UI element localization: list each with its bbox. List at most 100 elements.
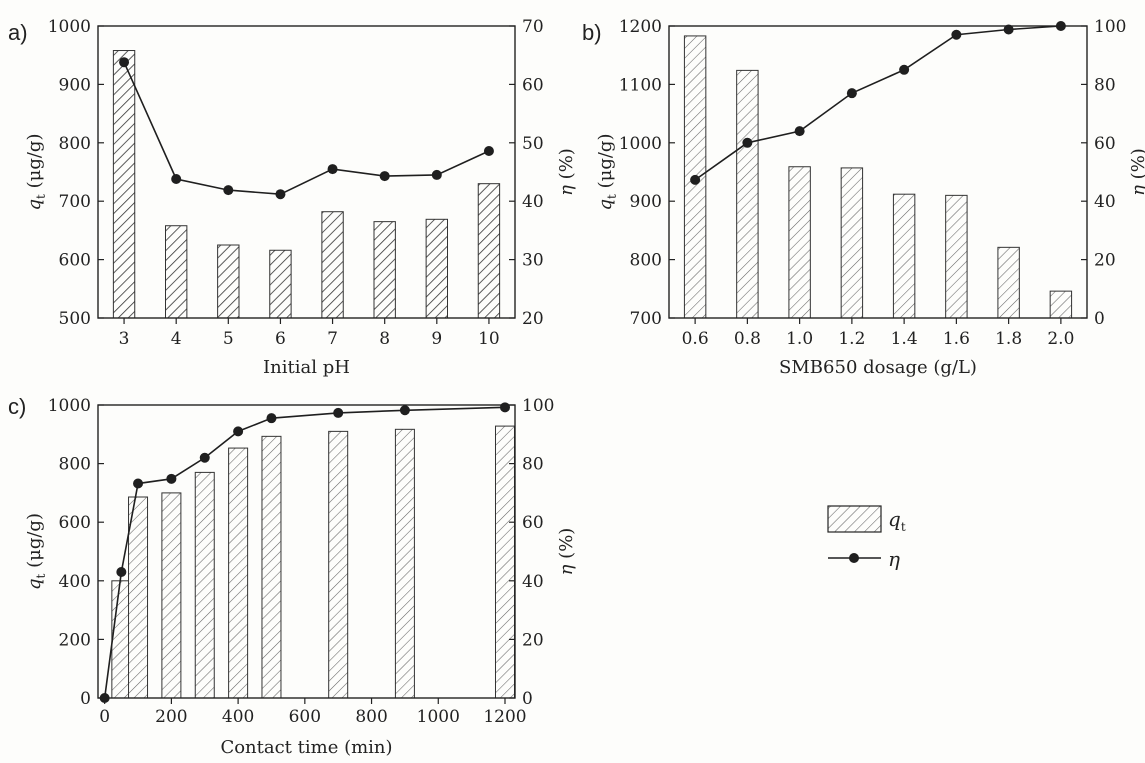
bar-q — [736, 69, 759, 319]
x-tick-label: 0 — [99, 707, 110, 727]
x-tick-label: 0.6 — [682, 329, 709, 349]
x-tick-label: 1.0 — [786, 329, 813, 349]
eta-line — [103, 406, 506, 699]
chart-panel-b: 700 800 900 1000 1100 1200 0 20 40 60 80 100 0.6 0.8 1… — [582, 17, 1145, 378]
plot-frame — [97, 25, 516, 319]
x-tick-label: 6 — [275, 329, 286, 349]
chart-panel-a: 500 600 700 800 900 1000 20 30 40 50 60 70 3 4 5 6 7 8 9 10… — [8, 17, 577, 378]
eta-point — [116, 567, 127, 578]
x-tick-label: 2.0 — [1047, 329, 1074, 349]
y-right-tick-label: 40 — [522, 572, 544, 592]
eta-point — [266, 413, 277, 424]
y-left-tick-label: 900 — [59, 75, 91, 95]
legend-bar-label: qt — [888, 507, 906, 534]
bar-q — [111, 580, 132, 699]
bar-q — [997, 246, 1020, 319]
y-right-axis-label: η (%) — [556, 528, 577, 576]
eta-point — [99, 693, 110, 703]
eta-line — [694, 25, 1061, 181]
y-right-tick-label: 80 — [522, 455, 544, 475]
eta-point — [431, 169, 442, 180]
y-left-tick-label: 700 — [59, 192, 91, 212]
y-right-tick-label: 30 — [522, 251, 544, 271]
y-right-tick-label: 100 — [1094, 17, 1126, 37]
eta-point — [327, 164, 338, 175]
bar-q — [394, 428, 415, 699]
y-left-label-unit: (μg/g) — [24, 513, 45, 574]
x-tick-label: 9 — [431, 329, 442, 349]
x-tick-label: 5 — [223, 329, 234, 349]
eta-point — [223, 185, 234, 196]
x-axis-label: Initial pH — [263, 357, 350, 378]
y-left-tick-label: 600 — [59, 251, 91, 271]
y-right-label-unit: (%) — [1128, 148, 1145, 185]
y-right-tick-label: 60 — [522, 75, 544, 95]
y-left-label-symbol: q — [595, 199, 616, 211]
bar-q — [165, 225, 188, 319]
bar-q — [328, 430, 349, 699]
y-right-tick-label: 20 — [522, 630, 544, 650]
legend: qt η — [827, 505, 906, 571]
x-tick-label: 1200 — [483, 707, 526, 727]
y-left-tick-label: 800 — [59, 455, 91, 475]
x-tick-label: 200 — [155, 707, 187, 727]
y-left-tick-label: 1000 — [48, 396, 91, 416]
y-right-label-symbol: η — [1128, 185, 1145, 196]
bar-q — [840, 167, 864, 319]
bar-q — [945, 194, 968, 319]
bar-q — [128, 496, 149, 699]
bar-q — [321, 211, 344, 319]
eta-point — [379, 171, 390, 182]
y-left-tick-label: 1100 — [619, 75, 662, 95]
bar-q — [269, 249, 292, 319]
eta-point — [199, 452, 210, 463]
y-left-tick-label: 900 — [630, 192, 662, 212]
y-right-tick-label: 40 — [522, 192, 544, 212]
x-tick-label: 800 — [355, 707, 387, 727]
y-right-tick-label: 70 — [522, 17, 544, 37]
bar-q — [788, 166, 811, 319]
x-tick-label: 7 — [327, 329, 338, 349]
y-right-label-symbol: η — [556, 185, 577, 196]
eta-point — [846, 88, 857, 99]
x-tick-label: 1.2 — [838, 329, 865, 349]
y-left-label-symbol: q — [24, 578, 45, 590]
eta-point — [166, 473, 177, 484]
y-left-tick-label: 800 — [630, 251, 662, 271]
y-left-axis-label: qt (μg/g) — [595, 134, 619, 211]
y-right-tick-label: 50 — [522, 134, 544, 154]
eta-point — [499, 402, 510, 413]
panel-label: a) — [8, 20, 28, 45]
panel-label: b) — [582, 20, 602, 45]
y-right-tick-label: 100 — [522, 396, 554, 416]
eta-point — [1055, 21, 1066, 31]
y-left-label-symbol: q — [24, 199, 45, 211]
bar-q — [373, 221, 396, 319]
eta-point — [483, 145, 494, 156]
bar-q — [194, 471, 215, 699]
eta-point — [899, 64, 910, 75]
bar-q — [477, 183, 501, 319]
eta-point — [742, 137, 753, 148]
y-right-tick-label: 20 — [1094, 251, 1116, 271]
y-left-tick-label: 400 — [59, 572, 91, 592]
y-left-tick-label: 700 — [630, 309, 662, 329]
y-right-tick-label: 60 — [1094, 134, 1116, 154]
eta-point — [1003, 24, 1014, 35]
legend-line-label: η — [888, 547, 900, 571]
x-axis-label: SMB650 dosage (g/L) — [779, 357, 977, 378]
bar-q — [425, 218, 448, 319]
eta-point — [233, 426, 244, 437]
bar-q — [1049, 290, 1073, 319]
y-left-tick-label: 0 — [80, 689, 91, 709]
x-tick-label: 1.6 — [943, 329, 970, 349]
y-left-tick-label: 800 — [59, 134, 91, 154]
y-left-axis-label: qt (μg/g) — [24, 513, 48, 590]
bar-q — [217, 244, 240, 319]
y-left-tick-label: 1000 — [619, 134, 662, 154]
y-left-label-sub: t — [605, 194, 619, 199]
y-right-label-unit: (%) — [556, 528, 577, 565]
bar-q — [112, 50, 136, 319]
x-tick-label: 3 — [119, 329, 130, 349]
